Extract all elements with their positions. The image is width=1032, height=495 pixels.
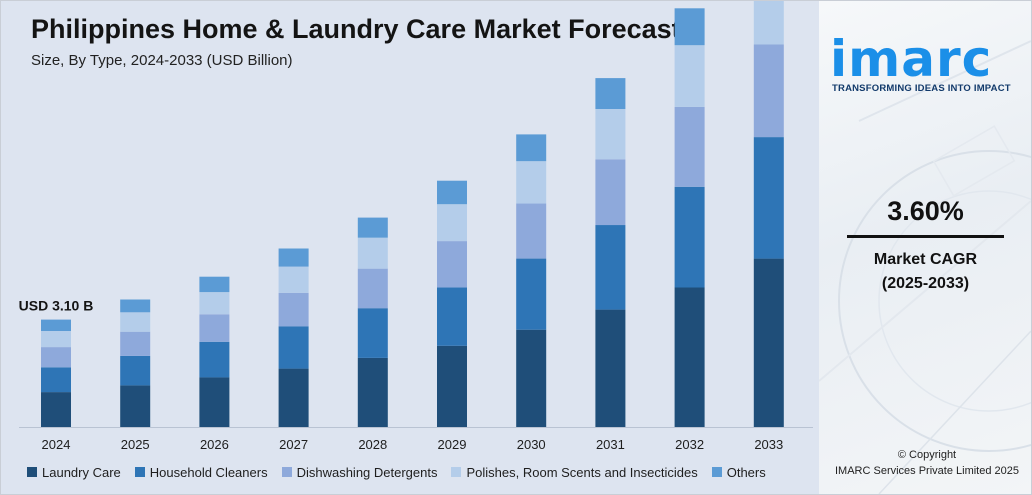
copyright-line1: © Copyright: [897, 449, 957, 461]
bar-segment-2026-5: [199, 276, 230, 293]
bar-segment-2028-1: [357, 357, 388, 427]
legend-item-1: Laundry Care: [27, 465, 121, 480]
bar-segment-2033-3: [753, 44, 784, 138]
chart-subtitle: Size, By Type, 2024-2033 (USD Billion): [31, 52, 293, 69]
bar-segment-2027-2: [278, 326, 309, 369]
bar-segment-2025-3: [120, 331, 151, 356]
legend-swatch: [451, 467, 462, 477]
total-annotation-2024: USD 3.10 B: [19, 298, 94, 314]
x-tick-label: 2026: [200, 437, 229, 452]
bar-segment-2032-1: [674, 287, 705, 427]
bar-segment-2027-1: [278, 368, 309, 427]
bar-segment-2028-4: [357, 237, 388, 269]
bar-segment-2025-4: [120, 312, 151, 332]
bar-segment-2025-5: [120, 299, 151, 313]
legend-item-2: Household Cleaners: [134, 464, 268, 480]
bar-segment-2024-5: [41, 319, 71, 331]
bar-segment-2030-4: [516, 161, 547, 204]
copyright-line2: IMARC Services Private Limited 2025: [834, 465, 1019, 477]
legend-item-5: Others: [711, 464, 766, 480]
legend-swatch: [134, 467, 145, 477]
cagr-value: 3.60%: [887, 196, 964, 226]
bar-segment-2027-5: [278, 248, 309, 267]
brand-tagline: TRANSFORMING IDEAS INTO IMPACT: [832, 83, 1011, 94]
cagr-label: Market CAGR (2025-2033): [847, 248, 1004, 296]
legend-swatch: [711, 467, 722, 477]
legend-swatch: [27, 467, 37, 477]
bar-segment-2025-1: [120, 385, 151, 427]
chart-legend: Laundry Care Household Cleaners Dishwashin…: [27, 463, 780, 481]
x-tick-label: 2027: [279, 437, 308, 452]
legend-item-3: Dishwashing Detergents: [281, 464, 438, 480]
bar-segment-2029-4: [437, 204, 467, 242]
x-tick-label: 2033: [754, 437, 783, 452]
x-tick-label: 2024: [42, 437, 71, 452]
copyright-notice: © Copyright IMARC Services Private Limit…: [823, 447, 1031, 479]
bar-segment-2028-3: [357, 268, 388, 309]
bar-segment-2031-3: [595, 159, 626, 226]
stacked-bar-chart: 2024 USD 3.10 B 2025 2026 2027 2028 2029 2030 20…: [19, 1, 813, 452]
bars-layer: [41, 1, 784, 427]
legend-label: Polishes, Room Scents and Insecticides: [466, 464, 698, 480]
x-tick-label: 2029: [438, 437, 467, 452]
legend-item-4: Polishes, Room Scents and Insecticides: [451, 464, 698, 480]
bar-segment-2028-2: [357, 308, 388, 358]
bar-segment-2024-4: [41, 331, 71, 348]
legend-label: Others: [726, 464, 766, 480]
bar-segment-2024-1: [41, 392, 71, 427]
bar-segment-2026-1: [199, 377, 230, 427]
side-panel: [819, 1, 1031, 494]
cagr-label-line2: (2025-2033): [881, 275, 970, 292]
bar-segment-2030-2: [516, 258, 547, 330]
x-tick-label: 2032: [675, 437, 704, 452]
bar-segment-2033-1: [753, 258, 784, 427]
x-tick-label: 2025: [121, 437, 150, 452]
legend-label: Dishwashing Detergents: [296, 464, 438, 480]
bar-segment-2026-2: [199, 341, 230, 378]
bar-segment-2032-5: [674, 8, 705, 46]
chart-panel: Philippines Home & Laundry Care Market F…: [1, 1, 819, 494]
bar-segment-2027-3: [278, 292, 309, 327]
bar-segment-2032-3: [674, 106, 705, 187]
bar-segment-2029-1: [437, 345, 467, 427]
bar-segment-2024-2: [41, 367, 71, 393]
bar-segment-2032-4: [674, 45, 705, 107]
labels-layer: 2024 USD 3.10 B 2025 2026 2027 2028 2029 2030 20…: [19, 298, 784, 452]
legend-swatch: [281, 467, 292, 477]
bar-segment-2033-2: [753, 137, 784, 259]
legend-label: Household Cleaners: [149, 464, 268, 480]
bar-segment-2026-4: [199, 292, 230, 315]
bar-segment-2029-5: [437, 180, 467, 205]
cagr-divider: [847, 235, 1004, 238]
x-tick-label: 2031: [596, 437, 625, 452]
bar-segment-2026-3: [199, 314, 230, 342]
bar-segment-2030-5: [516, 134, 547, 162]
bar-segment-2030-1: [516, 329, 547, 427]
bar-segment-2029-2: [437, 287, 467, 346]
cagr-label-line1: Market CAGR: [873, 251, 978, 268]
bar-segment-2033-4: [753, 1, 784, 45]
bar-segment-2031-2: [595, 225, 626, 310]
bar-segment-2028-5: [357, 217, 388, 238]
bar-segment-2027-4: [278, 266, 309, 293]
bar-segment-2030-3: [516, 203, 547, 259]
chart-title: Philippines Home & Laundry Care Market F…: [31, 14, 681, 44]
legend-label: Laundry Care: [42, 464, 121, 480]
bar-segment-2025-2: [120, 355, 151, 386]
x-tick-label: 2030: [517, 437, 546, 452]
imarc-logo: imarc: [830, 30, 993, 88]
bar-segment-2031-4: [595, 108, 626, 160]
decorative-background-graphic: [819, 40, 1031, 494]
bar-segment-2029-3: [437, 241, 467, 288]
bar-segment-2024-3: [41, 347, 71, 368]
bar-segment-2031-5: [595, 78, 626, 109]
bar-segment-2032-2: [674, 186, 705, 288]
x-tick-label: 2028: [358, 437, 387, 452]
bar-segment-2031-1: [595, 309, 626, 427]
